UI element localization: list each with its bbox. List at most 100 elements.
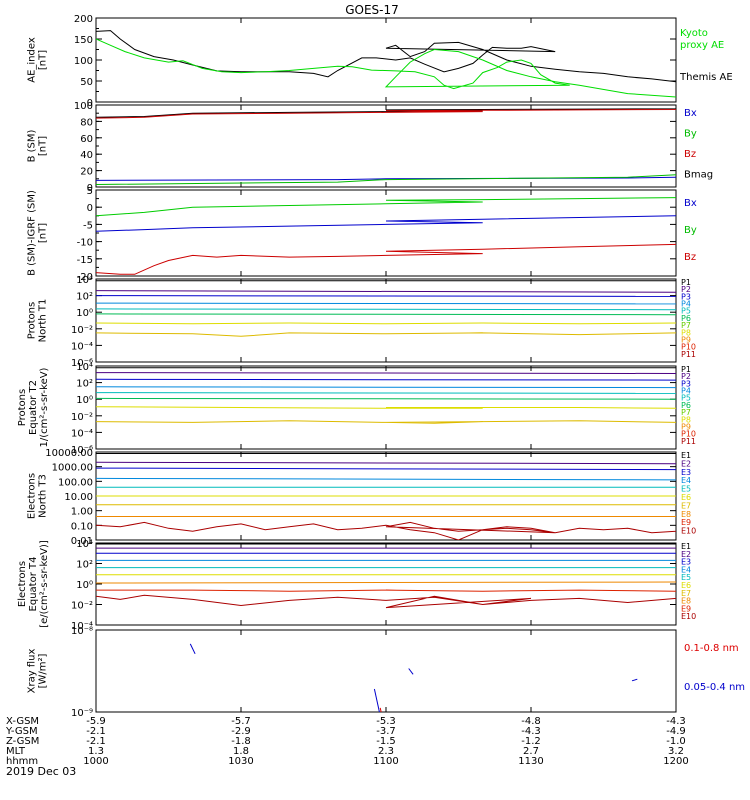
x-row-value: 2.7 [523,746,539,757]
series-line-p3 [96,378,676,381]
y-axis-label: Electrons [17,561,28,607]
y-tick-label: -15 [77,255,93,266]
x-row-value: -1.8 [231,736,251,747]
panel-xray: 10⁻⁹ 10⁻⁸ Xray flux [W/m²] 0.1-0.8 nm 0.05-0.… [27,626,746,721]
legend-entry: E1 [681,542,691,551]
series-line-bx [96,212,676,232]
y-tick-label: -10 [77,238,93,249]
x-row-value: -4.8 [521,716,541,727]
legend-entry: E9 [681,604,691,613]
legend-entry: 0.05-0.4 nm [684,682,745,693]
series-line-e7 [96,581,676,584]
y-tick-label: 10⁴ [76,539,93,550]
series-line-e8 [96,589,676,592]
legend-entry: E4 [681,476,691,485]
series-line-p8 [96,332,676,337]
legend-entry: P5 [681,307,691,316]
y-tick-label: 50 [80,77,93,88]
series-line-p7 [96,406,676,409]
series-line-by [96,195,676,217]
legend-entry: E9 [681,518,691,527]
legend-entry: E10 [681,612,696,621]
panel-electrons_t4: 10⁻⁴ 10⁻² 10⁰ 10² 10⁴ Electrons Equator T4 [e/(… [17,539,696,632]
series-group [189,643,638,721]
legend-entry: Bmag [684,170,713,181]
x-row-value: -2.1 [86,726,106,737]
series-line-p6 [96,397,676,400]
y-axis-label: Electrons [27,473,38,519]
legend-entry: E5 [681,573,691,582]
y-tick-label: 40 [80,150,93,161]
x-row-value: 2.3 [378,746,394,757]
y-axis-label: [e/(cm²-s-sr-keV)] [39,540,50,628]
legend-entry: P9 [681,335,691,344]
y-tick-label: 10⁻² [71,601,93,612]
legend-entry: P10 [681,430,696,439]
y-tick-label: 10.00 [64,492,93,503]
y-tick-label: 10⁴ [76,275,93,286]
y-tick-label: 10⁻⁴ [71,621,93,632]
series-line-e9 [96,594,676,609]
legend-entry: P8 [681,415,691,424]
series-line-0-1-0-8-nm [192,714,194,721]
legend-entry: P10 [681,343,696,352]
series-line-p8 [96,420,676,424]
date-label: 2019 Dec 03 [6,765,76,778]
panel-frame [95,104,677,188]
series-group [96,30,676,98]
legend-entry: 0.1-0.8 nm [684,643,739,654]
x-row-value: -1.0 [666,736,686,747]
legend-entry: E3 [681,468,691,477]
legend-entry: Bx [684,198,697,209]
y-axis-label: [nT] [38,50,49,70]
y-tick-label: 10⁻⁴ [71,428,93,439]
x-row-value: -1.2 [521,736,541,747]
y-tick-label: 0.10 [71,521,93,532]
legend-entry: P8 [681,328,691,337]
legend-entry: P11 [681,350,696,359]
legend-entry: P1 [681,365,691,374]
legend-entry: P4 [681,387,691,396]
legend-entry: E7 [681,589,691,598]
legend-entry: By [684,129,697,140]
y-axis-label: Protons [17,389,28,426]
legend-entry: P7 [681,321,691,330]
x-row-label: hhmm [6,756,38,767]
y-axis-label: AE_index [27,37,38,83]
legend-entry: Kyoto [680,28,708,39]
y-tick-label: 10⁻⁶ [71,445,93,456]
legend-entry: P6 [681,401,691,410]
series-line-p2 [96,372,676,374]
series-line-0-05-0-4-nm [631,678,638,682]
series-line-0-05-0-4-nm [408,668,414,675]
legend-entry: E2 [681,550,691,559]
legend-entry: proxy AE [680,40,724,51]
y-axis-label: Xray flux [27,649,38,694]
series-line-kyoto-proxy-ae [96,38,676,98]
x-row-value: 1100 [373,756,398,767]
y-tick-label: 10⁻² [71,412,93,423]
series-line-e3 [96,467,676,471]
y-tick-label: -5 [83,220,93,231]
legend-entry: Themis AE [679,72,733,83]
series-group [96,367,676,424]
panel-protons_t1: 10⁻⁶ 10⁻⁴ 10⁻² 10⁰ 10² 10⁴ Protons North T1 P1P2… [27,275,697,369]
y-axis-label: B (SM)-IGRF (SM) [27,190,38,276]
y-tick-label: 0 [87,183,93,194]
series-line-p6 [96,313,676,316]
x-row-value: 1000 [83,756,108,767]
x-row-value: -4.9 [666,726,686,737]
y-axis-label: [W/m²] [38,653,49,688]
series-line-p4 [96,302,676,305]
x-row-value: 3.2 [668,746,684,757]
y-tick-label: 1.00 [71,507,93,518]
series-line-p5 [96,308,676,311]
legend: Bx By Bz [684,198,697,263]
x-row-value: -4.3 [666,716,686,727]
y-tick-label: -20 [77,272,93,283]
x-row-label: Y-GSM [5,726,38,737]
